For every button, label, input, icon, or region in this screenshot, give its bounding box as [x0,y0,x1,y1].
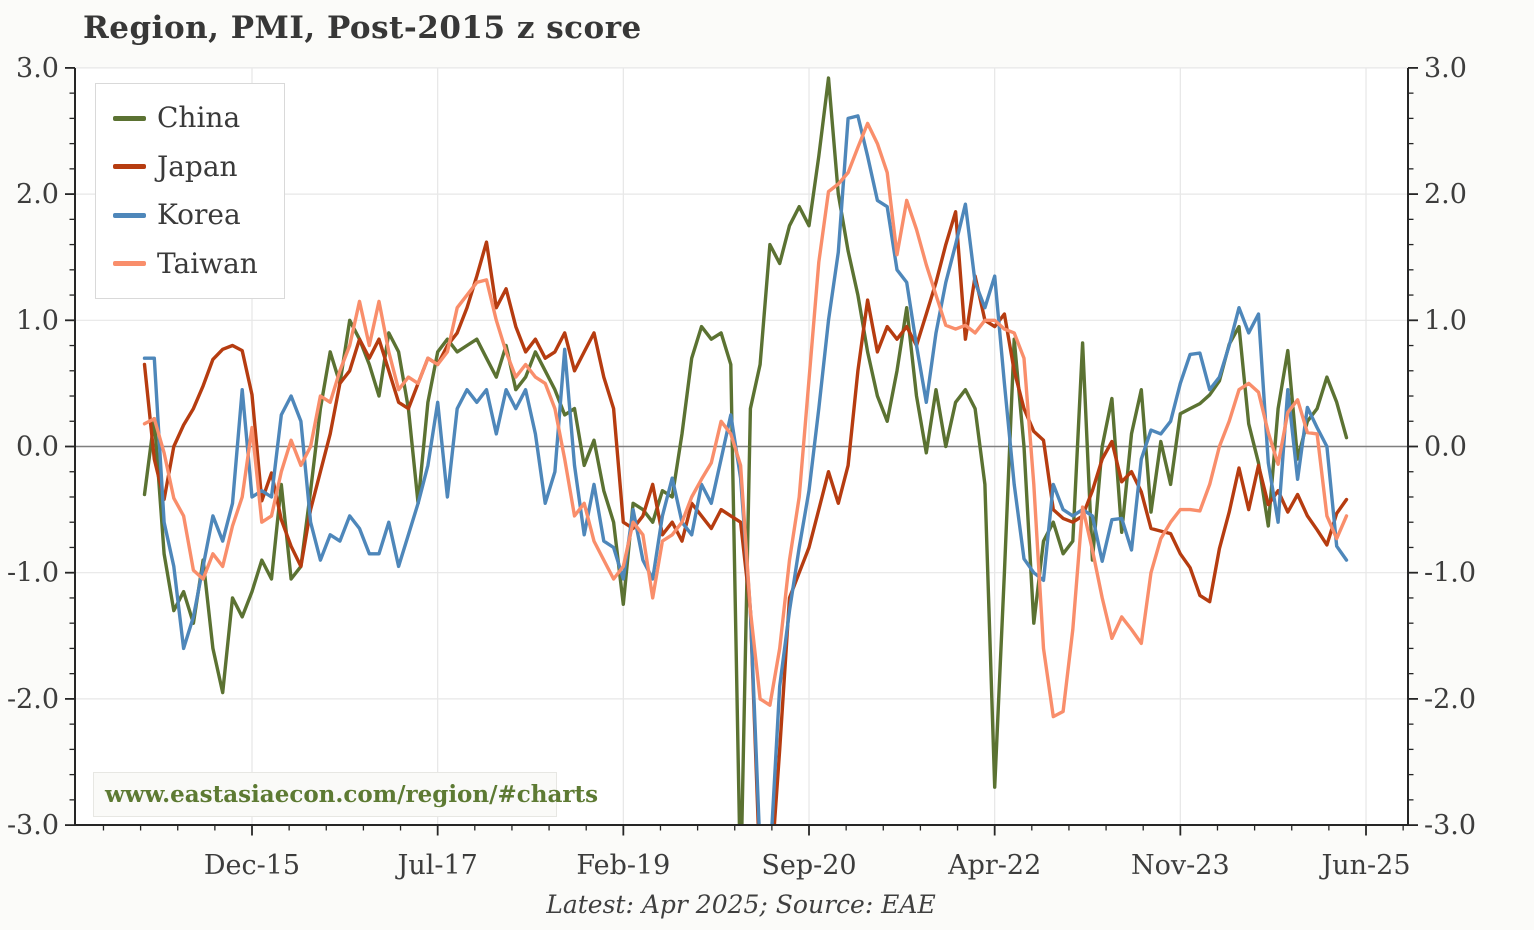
legend-swatch-korea [113,212,146,218]
y-tick-label-right: 3.0 [1424,53,1467,84]
x-tick-label: Feb-19 [576,850,670,881]
x-tick-label: Apr-22 [947,850,1041,881]
y-tick-label-left: 1.0 [16,305,59,336]
x-tick-label: Jul-17 [395,850,478,881]
tick-labels: Dec-15 Jul-17 Feb-19 Sep-20 Apr-22 Nov-23 Jun-… [7,53,1476,881]
y-tick-label-right: -2.0 [1424,684,1476,715]
x-tick-label: Sep-20 [761,850,856,881]
legend-item-korea: Korea [113,201,284,229]
x-tick-label: Jun-25 [1318,850,1410,881]
legend-label-china: China [157,101,241,135]
legend-swatch-japan [113,164,146,170]
series-lines [142,76,1349,825]
chart-footer: Latest: Apr 2025; Source: EAE [546,890,936,919]
y-tick-label-right: 1.0 [1424,305,1467,336]
y-tick-label-right: -3.0 [1424,810,1476,841]
x-tick-label: Dec-15 [204,850,300,881]
y-tick-label-right: -1.0 [1424,558,1476,589]
y-tick-label-left: -3.0 [7,810,59,841]
legend-label-japan: Japan [157,149,238,183]
legend-item-taiwan: Taiwan [113,246,284,280]
legend-label-taiwan: Taiwan [157,246,258,280]
series-line-taiwan [142,121,1349,719]
watermark-box: www.eastasiaecon.com/region/#charts [93,772,598,817]
legend-swatch-china [113,115,146,121]
y-tick-label-left: -1.0 [7,558,59,589]
legend-label-korea: Korea [157,198,241,232]
legend: China Japan Korea Taiwan [95,83,285,299]
watermark-text: www.eastasiaecon.com/region/#charts [105,781,599,808]
series-line-china [142,76,1349,825]
legend-item-china: China [113,104,284,132]
x-tick-label: Nov-23 [1131,850,1230,881]
y-tick-label-left: 0.0 [16,432,59,463]
y-tick-label-left: -2.0 [7,684,59,715]
legend-swatch-taiwan [113,261,146,267]
y-tick-label-left: 2.0 [16,179,59,210]
axis-ticks [65,67,1418,836]
chart-title: Region, PMI, Post-2015 z score [83,10,642,46]
y-tick-label-left: 3.0 [16,53,59,84]
legend-item-japan: Japan [113,149,284,183]
y-tick-label-right: 2.0 [1424,179,1467,210]
y-tick-label-right: 0.0 [1424,432,1467,463]
